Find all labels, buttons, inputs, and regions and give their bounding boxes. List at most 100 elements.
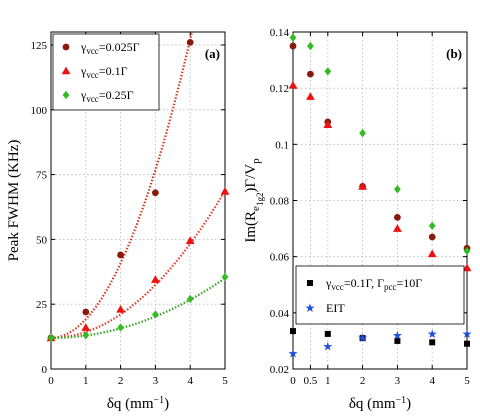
- data-point: [289, 42, 297, 50]
- legend-marker: [62, 90, 70, 100]
- data-point: [358, 182, 367, 190]
- data-point: ★: [462, 327, 473, 341]
- y-tick-label: 0: [42, 364, 48, 376]
- y-tick-label: 125: [31, 40, 48, 52]
- y-tick-label: 0.02: [270, 364, 289, 376]
- y-tick-label: 0.06: [270, 252, 290, 264]
- data-point: [289, 33, 297, 42]
- x-tick-label: 3: [395, 375, 401, 387]
- x-tick-label: 2: [360, 375, 366, 387]
- data-point: [151, 275, 160, 283]
- data-point: [116, 304, 125, 313]
- series: [289, 42, 471, 252]
- data-point: [47, 333, 55, 343]
- data-point: ★: [288, 347, 299, 361]
- data-point: [428, 221, 436, 230]
- data-point: [186, 38, 194, 46]
- data-point: [152, 310, 159, 319]
- data-point: [306, 92, 315, 100]
- data-point: ★: [427, 327, 438, 341]
- series: ★ ★ ★ ★ ★ ★: [288, 327, 473, 361]
- y-axis-label: Peak FWHM (KHz): [6, 140, 22, 262]
- data-point: [324, 67, 332, 76]
- data-point: [152, 189, 159, 197]
- data-point: [288, 80, 298, 89]
- fit-curve: [51, 32, 193, 339]
- legend-marker: [307, 280, 313, 286]
- x-tick-label: 4: [187, 375, 193, 387]
- y-tick-label: 0.12: [270, 83, 289, 95]
- data-point: [220, 187, 230, 195]
- x-tick-label: 3: [153, 375, 159, 387]
- legend-box: [52, 33, 160, 111]
- data-point: [394, 337, 401, 344]
- legend-label: γvcc=0.1Γ: [80, 64, 128, 80]
- x-tick-label: 0: [48, 375, 54, 387]
- y-tick-label: 0.08: [270, 196, 290, 208]
- data-point: [394, 185, 401, 194]
- y-tick-label: 0.04: [270, 308, 290, 320]
- data-point: [428, 233, 436, 241]
- y-axis-label: Im(Re1g2)Γ/Vp: [243, 158, 265, 243]
- x-tick-label: 0.5: [304, 375, 318, 387]
- axes-frame: [50, 31, 226, 370]
- legend-label: γvcc=0.25Γ: [80, 88, 134, 104]
- legend-marker: [62, 43, 70, 51]
- y-tick-label: 75: [36, 170, 48, 182]
- series: [289, 33, 471, 256]
- x-tick-label: 2: [118, 375, 124, 387]
- legend-label: γvcc=0.1Γ, Γpcc=10Γ: [325, 276, 422, 292]
- panel-b: 0 0.5 1 2 3 4 5 0.02 0.04 0.06 0.08 0.1 0.12 0.14 δq (…: [243, 27, 472, 412]
- series: [288, 80, 472, 272]
- fit-curve: [51, 190, 226, 339]
- legend-box: [295, 265, 465, 325]
- fit-curve: [51, 277, 226, 339]
- panel-label: (a): [205, 46, 220, 61]
- legend-label: EIT: [326, 301, 345, 315]
- series: [46, 187, 230, 342]
- series: [290, 328, 470, 347]
- data-point: [324, 330, 331, 337]
- data-point: [429, 339, 436, 346]
- y-tick-label: 25: [36, 299, 48, 311]
- data-point: [394, 213, 401, 221]
- data-point: ★: [392, 328, 403, 342]
- y-tick-label: 0.1: [275, 139, 289, 151]
- x-tick-label: 1: [325, 375, 331, 387]
- x-tick-label: 1: [83, 375, 89, 387]
- data-point: [359, 128, 366, 138]
- data-point: [290, 328, 296, 335]
- data-point: [117, 323, 124, 332]
- x-axis-label: δq (mm−1): [107, 395, 169, 412]
- data-point: [82, 308, 90, 316]
- data-point: ★: [357, 331, 368, 345]
- data-point: ★: [322, 340, 333, 354]
- panel-label: (b): [446, 46, 462, 61]
- y-tick-label: 50: [36, 234, 48, 246]
- data-point: [393, 224, 402, 232]
- data-point: [81, 323, 91, 331]
- legend-label: γvcc=0.025Γ: [80, 40, 140, 56]
- y-tick-label: 100: [31, 105, 48, 117]
- data-point: [464, 340, 470, 347]
- data-point: [186, 294, 194, 304]
- data-point: [359, 335, 366, 342]
- data-point: [307, 70, 314, 78]
- x-tick-label: 4: [429, 375, 435, 387]
- legend-marker: [61, 66, 71, 75]
- legend-marker: ★: [305, 301, 316, 315]
- data-point: [82, 331, 90, 340]
- x-tick-label: 5: [222, 375, 228, 387]
- data-point: [307, 41, 314, 51]
- data-point: [117, 251, 124, 259]
- x-tick-label: 5: [464, 375, 470, 387]
- x-axis-label: δq (mm−1): [349, 395, 411, 412]
- x-tick-label: 0: [290, 375, 296, 387]
- data-point: [185, 236, 195, 244]
- series: [47, 272, 229, 343]
- y-tick-label: 0.14: [270, 27, 290, 39]
- data-point: [221, 272, 229, 282]
- data-point: [462, 263, 472, 272]
